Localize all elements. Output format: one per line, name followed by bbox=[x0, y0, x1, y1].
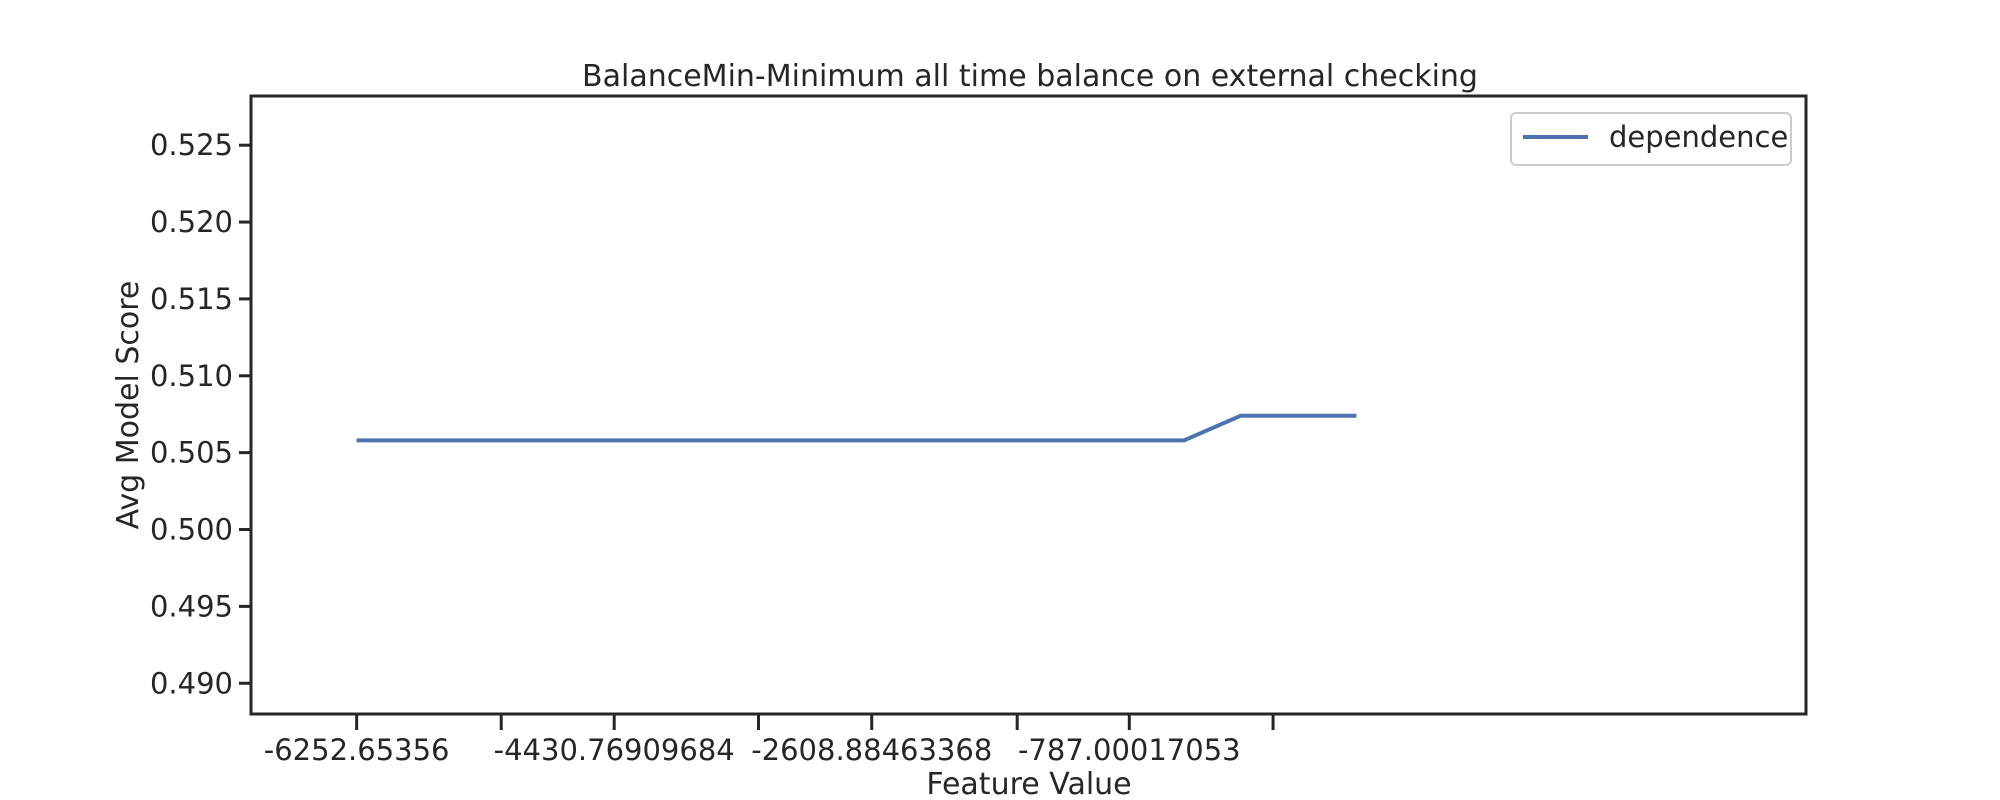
legend: dependence bbox=[1510, 112, 1792, 166]
series-line-dependence bbox=[356, 413, 1357, 443]
x-axis: -6252.65356 -4430.76909684 -2608.88463368-… bbox=[264, 714, 1275, 767]
y-tick-label: 0.500 bbox=[150, 513, 233, 547]
y-axis: 0.490 0.495 0.500 0.505 0.510 0.515 0.520 0.525 bbox=[150, 128, 251, 700]
chart-title: BalanceMin-Minimum all time balance on e… bbox=[582, 59, 1478, 94]
plot-lines bbox=[356, 413, 1357, 443]
x-tick-label: -2608.88463368 bbox=[751, 733, 992, 767]
y-tick-label: 0.520 bbox=[150, 205, 233, 239]
legend-box bbox=[1510, 112, 1792, 166]
y-tick-label: 0.510 bbox=[150, 359, 233, 393]
x-tick-label: -4430.76909684 bbox=[494, 733, 735, 767]
legend-label: dependence bbox=[1609, 120, 1788, 154]
x-tick-label: -787.00017053 bbox=[1018, 733, 1241, 767]
x-tick-label: -6252.65356 bbox=[264, 733, 450, 767]
plot-frame bbox=[249, 94, 1808, 716]
y-tick-label: 0.515 bbox=[150, 282, 233, 316]
y-tick-label: 0.525 bbox=[150, 128, 233, 162]
x-axis-label: Feature Value bbox=[926, 767, 1131, 800]
y-tick-label: 0.490 bbox=[150, 666, 233, 700]
y-axis-label: Avg Model Score bbox=[111, 281, 146, 530]
y-tick-label: 0.505 bbox=[150, 436, 233, 470]
y-tick-label: 0.495 bbox=[150, 589, 233, 623]
